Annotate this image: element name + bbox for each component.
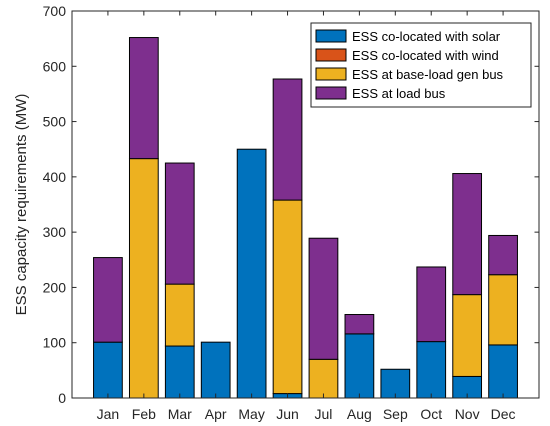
- x-tick-label-apr: Apr: [205, 406, 227, 422]
- plot-frame: [71, 10, 540, 399]
- legend-swatch-3: [315, 86, 347, 100]
- bar-nov-series-2: [452, 294, 483, 377]
- bars-group: [93, 37, 518, 399]
- legend-swatch-2: [315, 67, 347, 81]
- x-tick-label-jul: Jul: [315, 406, 333, 422]
- bar-mar-series-0: [164, 345, 195, 399]
- legend-label-2: ESS at base-load gen bus: [352, 67, 504, 82]
- legend-box: [310, 22, 532, 108]
- y-tick-label: 600: [43, 58, 67, 74]
- bar-feb-series-2: [128, 158, 159, 399]
- x-tick-label-sep: Sep: [383, 406, 408, 422]
- y-tick-label: 700: [43, 3, 67, 19]
- x-tick-label-aug: Aug: [347, 406, 372, 422]
- y-tick-label: 200: [43, 279, 67, 295]
- x-tick-label-jun: Jun: [276, 406, 299, 422]
- bar-feb-series-3: [128, 37, 159, 160]
- y-tick-label: 100: [43, 335, 67, 351]
- y-tick-label: 300: [43, 224, 67, 240]
- bar-aug-series-0: [344, 333, 375, 399]
- y-tick-label: 500: [43, 114, 67, 130]
- legend-label-0: ESS co-located with solar: [352, 29, 501, 44]
- bar-jan-series-0: [93, 341, 123, 399]
- legend-label-3: ESS at load bus: [352, 86, 446, 101]
- x-tick-label-oct: Oct: [420, 406, 442, 422]
- bar-oct-series-0: [416, 341, 447, 399]
- x-tick-label-dec: Dec: [491, 406, 516, 422]
- bar-jul-series-3: [308, 237, 339, 360]
- bar-dec-series-2: [488, 274, 518, 346]
- legend-swatch-0: [315, 29, 347, 43]
- bar-aug-series-3: [344, 314, 375, 335]
- y-axis-label: ESS capacity requirements (MW): [13, 94, 30, 316]
- legend-swatch-1: [315, 48, 347, 62]
- legend: ESS co-located with solar ESS co-located …: [310, 22, 532, 108]
- x-tick-label-may: May: [238, 406, 264, 422]
- legend-label-1: ESS co-located with wind: [352, 48, 499, 63]
- x-axis: Jan Feb Mar Apr May Jun Jul Aug Sep Oct Nov Dec: [97, 11, 516, 422]
- bar-jan-series-3: [93, 257, 123, 343]
- x-tick-label-nov: Nov: [455, 406, 480, 422]
- bar-dec-series-3: [488, 234, 518, 276]
- y-axis: 0 100 200 300 400 500 600 700: [43, 3, 539, 406]
- x-tick-label-feb: Feb: [132, 406, 156, 422]
- bar-oct-series-3: [416, 266, 447, 343]
- y-tick-label: 0: [58, 390, 66, 406]
- y-tick-label: 400: [43, 169, 67, 185]
- bar-jul-series-2: [308, 358, 339, 399]
- bar-jun-series-3: [272, 78, 303, 201]
- bar-jun-series-2: [272, 199, 303, 395]
- bar-apr-series-0: [200, 341, 231, 399]
- bar-dec-series-0: [488, 344, 518, 399]
- bar-mar-series-3: [164, 162, 195, 285]
- bar-nov-series-3: [452, 173, 483, 296]
- bar-may-series-0: [236, 148, 267, 399]
- x-tick-label-mar: Mar: [168, 406, 192, 422]
- x-tick-label-jan: Jan: [97, 406, 120, 422]
- bar-mar-series-2: [164, 283, 195, 347]
